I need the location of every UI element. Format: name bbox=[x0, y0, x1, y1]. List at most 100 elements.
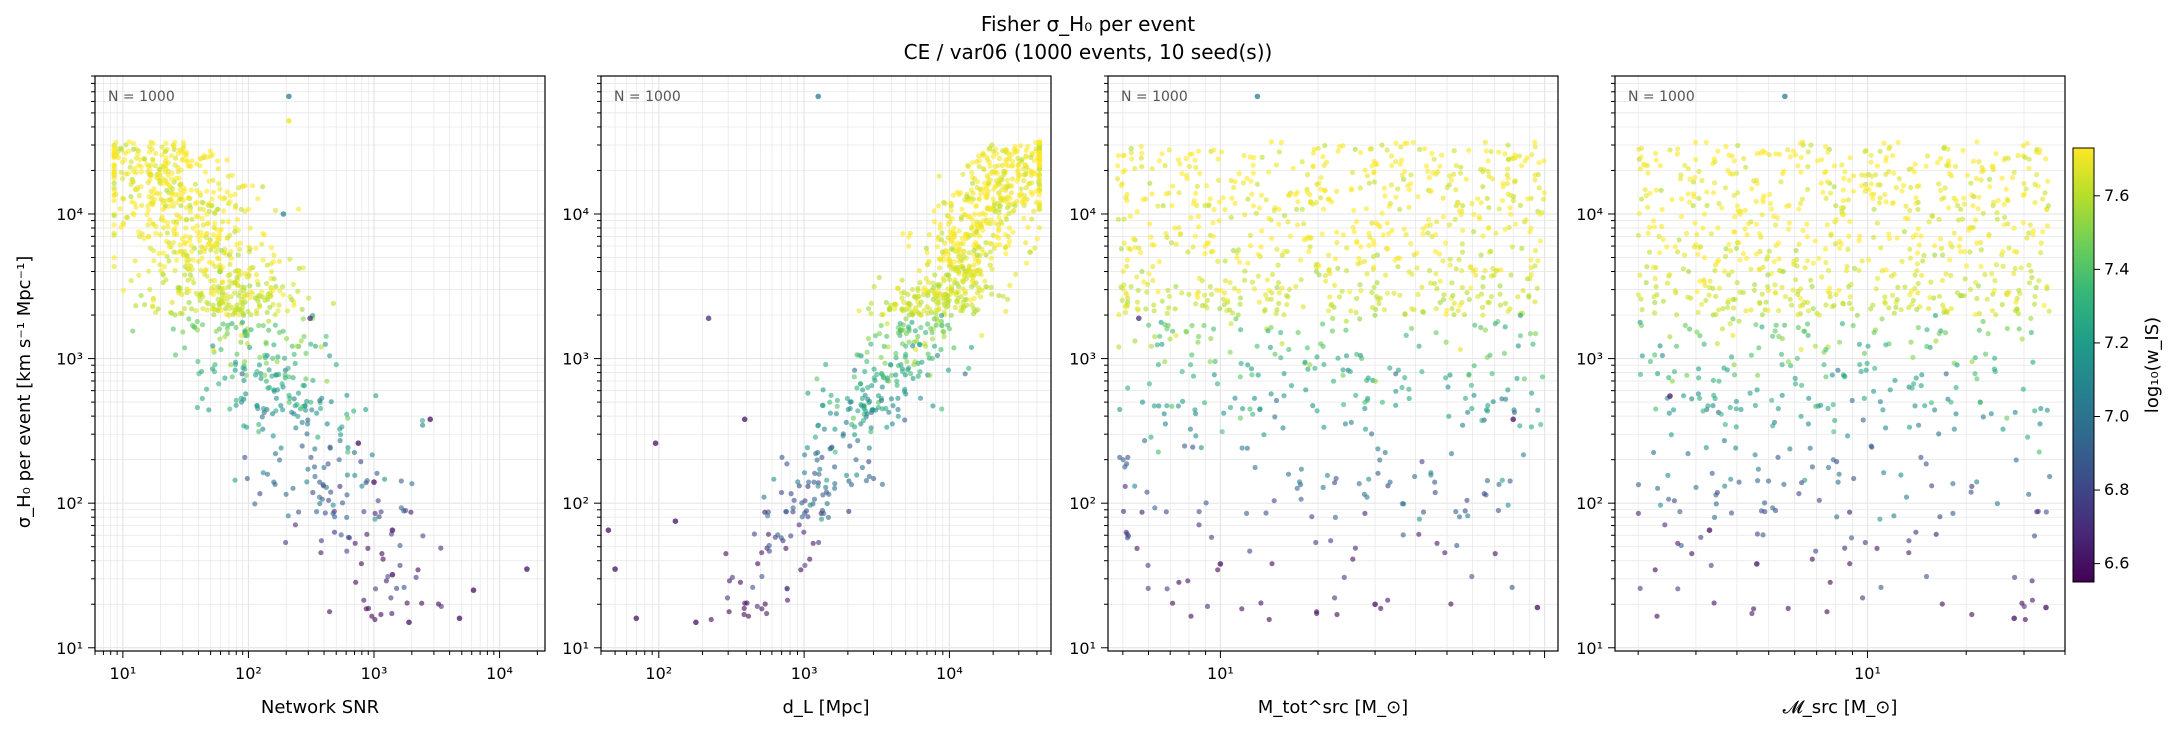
data-point bbox=[1502, 324, 1508, 330]
data-point bbox=[389, 571, 396, 578]
data-point bbox=[1204, 183, 1210, 189]
data-point bbox=[1759, 291, 1765, 297]
data-point bbox=[1941, 145, 1947, 151]
data-point bbox=[259, 289, 265, 295]
data-point bbox=[217, 262, 223, 268]
data-point bbox=[1854, 312, 1860, 318]
data-point bbox=[1192, 157, 1198, 163]
data-point bbox=[955, 295, 961, 302]
data-point bbox=[2047, 473, 2053, 480]
data-point bbox=[1734, 170, 1740, 176]
data-point bbox=[1737, 257, 1743, 263]
data-point bbox=[275, 308, 281, 314]
data-point bbox=[232, 359, 239, 365]
data-point bbox=[1713, 501, 1719, 507]
data-point bbox=[195, 214, 201, 220]
data-point bbox=[130, 210, 136, 216]
data-point bbox=[1849, 306, 1855, 312]
data-point bbox=[216, 181, 222, 187]
data-point bbox=[1245, 196, 1251, 202]
data-point bbox=[2034, 172, 2040, 178]
data-point bbox=[2023, 186, 2029, 192]
data-point bbox=[1021, 193, 1028, 199]
data-point bbox=[1667, 334, 1673, 340]
data-point bbox=[118, 169, 124, 175]
data-point bbox=[1686, 199, 1692, 205]
data-point bbox=[1249, 372, 1255, 378]
data-point bbox=[336, 457, 342, 463]
data-point bbox=[1781, 481, 1787, 487]
data-point bbox=[1456, 257, 1462, 263]
data-point bbox=[2012, 265, 2018, 272]
data-point bbox=[309, 407, 315, 413]
data-point bbox=[243, 391, 249, 397]
data-point bbox=[1687, 326, 1693, 332]
data-point bbox=[1357, 185, 1363, 191]
data-point bbox=[1682, 162, 1688, 168]
data-point bbox=[419, 600, 425, 606]
data-point bbox=[270, 355, 276, 361]
data-point bbox=[1250, 411, 1256, 417]
data-point bbox=[1711, 392, 1717, 398]
data-point bbox=[184, 252, 190, 258]
data-point bbox=[1293, 283, 1299, 290]
data-point bbox=[940, 252, 947, 258]
data-point bbox=[1391, 290, 1397, 296]
data-point bbox=[1762, 500, 1768, 506]
data-point bbox=[1798, 155, 1804, 161]
data-point bbox=[289, 343, 295, 349]
data-point bbox=[1950, 510, 1956, 516]
data-point bbox=[1281, 312, 1287, 318]
data-point bbox=[997, 242, 1003, 248]
data-point bbox=[1320, 321, 1326, 327]
data-point bbox=[172, 267, 178, 274]
data-point bbox=[913, 346, 919, 353]
data-point bbox=[137, 157, 143, 163]
data-point bbox=[1461, 312, 1468, 318]
data-point bbox=[268, 269, 275, 275]
data-point bbox=[1015, 162, 1022, 168]
data-point bbox=[1196, 275, 1202, 281]
data-point bbox=[969, 224, 975, 231]
data-point bbox=[1193, 411, 1199, 417]
data-point bbox=[1636, 210, 1642, 216]
data-point bbox=[723, 551, 729, 557]
data-point bbox=[1505, 387, 1511, 393]
data-point bbox=[159, 144, 165, 150]
data-point bbox=[2035, 508, 2041, 514]
data-point bbox=[327, 353, 333, 359]
data-point bbox=[1172, 306, 1178, 312]
data-point bbox=[213, 249, 219, 255]
data-point bbox=[1315, 145, 1321, 151]
data-point bbox=[854, 385, 860, 391]
data-point bbox=[805, 390, 811, 396]
data-point bbox=[1753, 251, 1759, 257]
data-point bbox=[998, 198, 1004, 204]
data-point bbox=[286, 118, 292, 124]
data-point bbox=[766, 542, 772, 549]
data-point bbox=[1284, 301, 1290, 308]
data-point bbox=[1779, 336, 1785, 342]
data-point bbox=[1650, 264, 1656, 270]
data-point bbox=[295, 413, 301, 419]
data-point bbox=[1679, 196, 1685, 202]
data-point bbox=[1747, 390, 1753, 396]
data-point bbox=[198, 368, 205, 375]
data-point bbox=[1693, 157, 1699, 163]
data-point bbox=[1789, 302, 1795, 308]
data-point bbox=[951, 345, 957, 351]
data-point bbox=[1656, 233, 1662, 240]
data-point bbox=[1893, 304, 1899, 310]
data-point bbox=[1805, 164, 1811, 170]
data-point bbox=[899, 277, 905, 283]
data-point bbox=[247, 225, 253, 231]
data-point bbox=[1353, 309, 1359, 315]
data-point bbox=[945, 248, 951, 254]
data-point bbox=[1012, 143, 1018, 150]
data-point bbox=[292, 403, 298, 409]
data-point bbox=[1268, 324, 1274, 331]
data-point bbox=[1232, 395, 1238, 401]
data-point bbox=[1357, 282, 1363, 288]
data-point bbox=[974, 290, 981, 296]
data-point bbox=[1539, 374, 1546, 380]
